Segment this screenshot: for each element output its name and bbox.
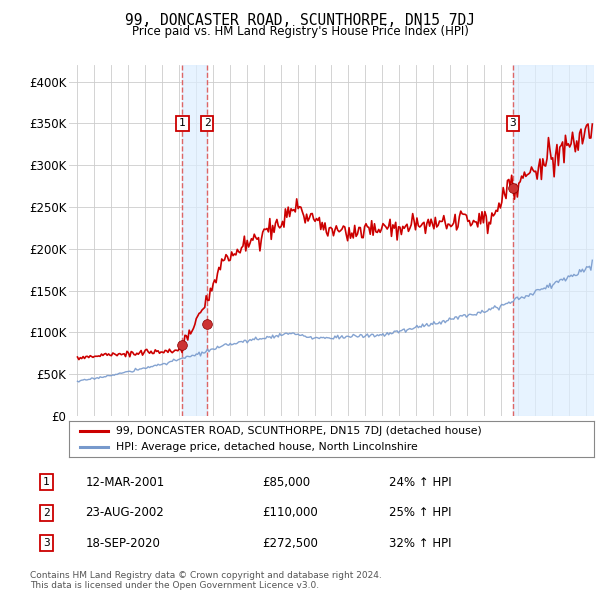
Text: 23-AUG-2002: 23-AUG-2002 [85, 506, 164, 519]
Text: 12-MAR-2001: 12-MAR-2001 [85, 476, 164, 489]
Text: This data is licensed under the Open Government Licence v3.0.: This data is licensed under the Open Gov… [30, 581, 319, 589]
Text: 2: 2 [43, 508, 50, 517]
Text: £110,000: £110,000 [262, 506, 317, 519]
Text: 3: 3 [509, 119, 517, 129]
Text: 18-SEP-2020: 18-SEP-2020 [85, 537, 160, 550]
Text: Price paid vs. HM Land Registry's House Price Index (HPI): Price paid vs. HM Land Registry's House … [131, 25, 469, 38]
Text: 99, DONCASTER ROAD, SCUNTHORPE, DN15 7DJ: 99, DONCASTER ROAD, SCUNTHORPE, DN15 7DJ [125, 13, 475, 28]
Text: £85,000: £85,000 [262, 476, 310, 489]
Text: HPI: Average price, detached house, North Lincolnshire: HPI: Average price, detached house, Nort… [116, 442, 418, 453]
Text: 3: 3 [43, 538, 50, 548]
Text: £272,500: £272,500 [262, 537, 318, 550]
Text: 24% ↑ HPI: 24% ↑ HPI [389, 476, 451, 489]
Text: 99, DONCASTER ROAD, SCUNTHORPE, DN15 7DJ (detached house): 99, DONCASTER ROAD, SCUNTHORPE, DN15 7DJ… [116, 425, 482, 435]
Text: 25% ↑ HPI: 25% ↑ HPI [389, 506, 451, 519]
Text: 2: 2 [203, 119, 211, 129]
Text: Contains HM Land Registry data © Crown copyright and database right 2024.: Contains HM Land Registry data © Crown c… [30, 571, 382, 580]
Bar [182, 65, 207, 416]
Text: 1: 1 [179, 119, 186, 129]
Text: 32% ↑ HPI: 32% ↑ HPI [389, 537, 451, 550]
Text: 1: 1 [43, 477, 50, 487]
Bar [513, 65, 594, 416]
